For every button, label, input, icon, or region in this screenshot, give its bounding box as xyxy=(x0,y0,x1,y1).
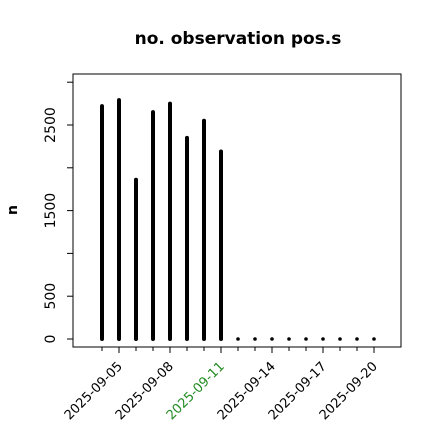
x-axis: 2025-09-052025-09-082025-09-112025-09-14… xyxy=(62,346,381,423)
bar-2025-09-19 xyxy=(355,337,359,341)
bar-2025-09-20 xyxy=(372,337,376,341)
y-tick-label-500: 500 xyxy=(43,283,59,310)
bar-2025-09-16 xyxy=(304,337,308,341)
bar-2025-09-13 xyxy=(253,337,257,341)
plot-frame xyxy=(72,73,402,348)
y-tick-label-2500: 2500 xyxy=(43,107,59,143)
y-tick-label-0: 0 xyxy=(43,335,59,344)
bar-2025-09-14 xyxy=(270,337,274,341)
bar-2025-09-12 xyxy=(236,337,240,341)
bar-2025-09-15 xyxy=(287,337,291,341)
y-axis: 0 500 1500 2500 xyxy=(43,81,74,344)
y-tick-label-1500: 1500 xyxy=(43,193,59,229)
y-axis-label: n xyxy=(5,205,21,215)
chart-title: no. observation pos.s xyxy=(135,29,342,49)
bar-2025-09-18 xyxy=(338,337,342,341)
bar-2025-09-17 xyxy=(321,337,325,341)
bars-group xyxy=(100,98,376,341)
